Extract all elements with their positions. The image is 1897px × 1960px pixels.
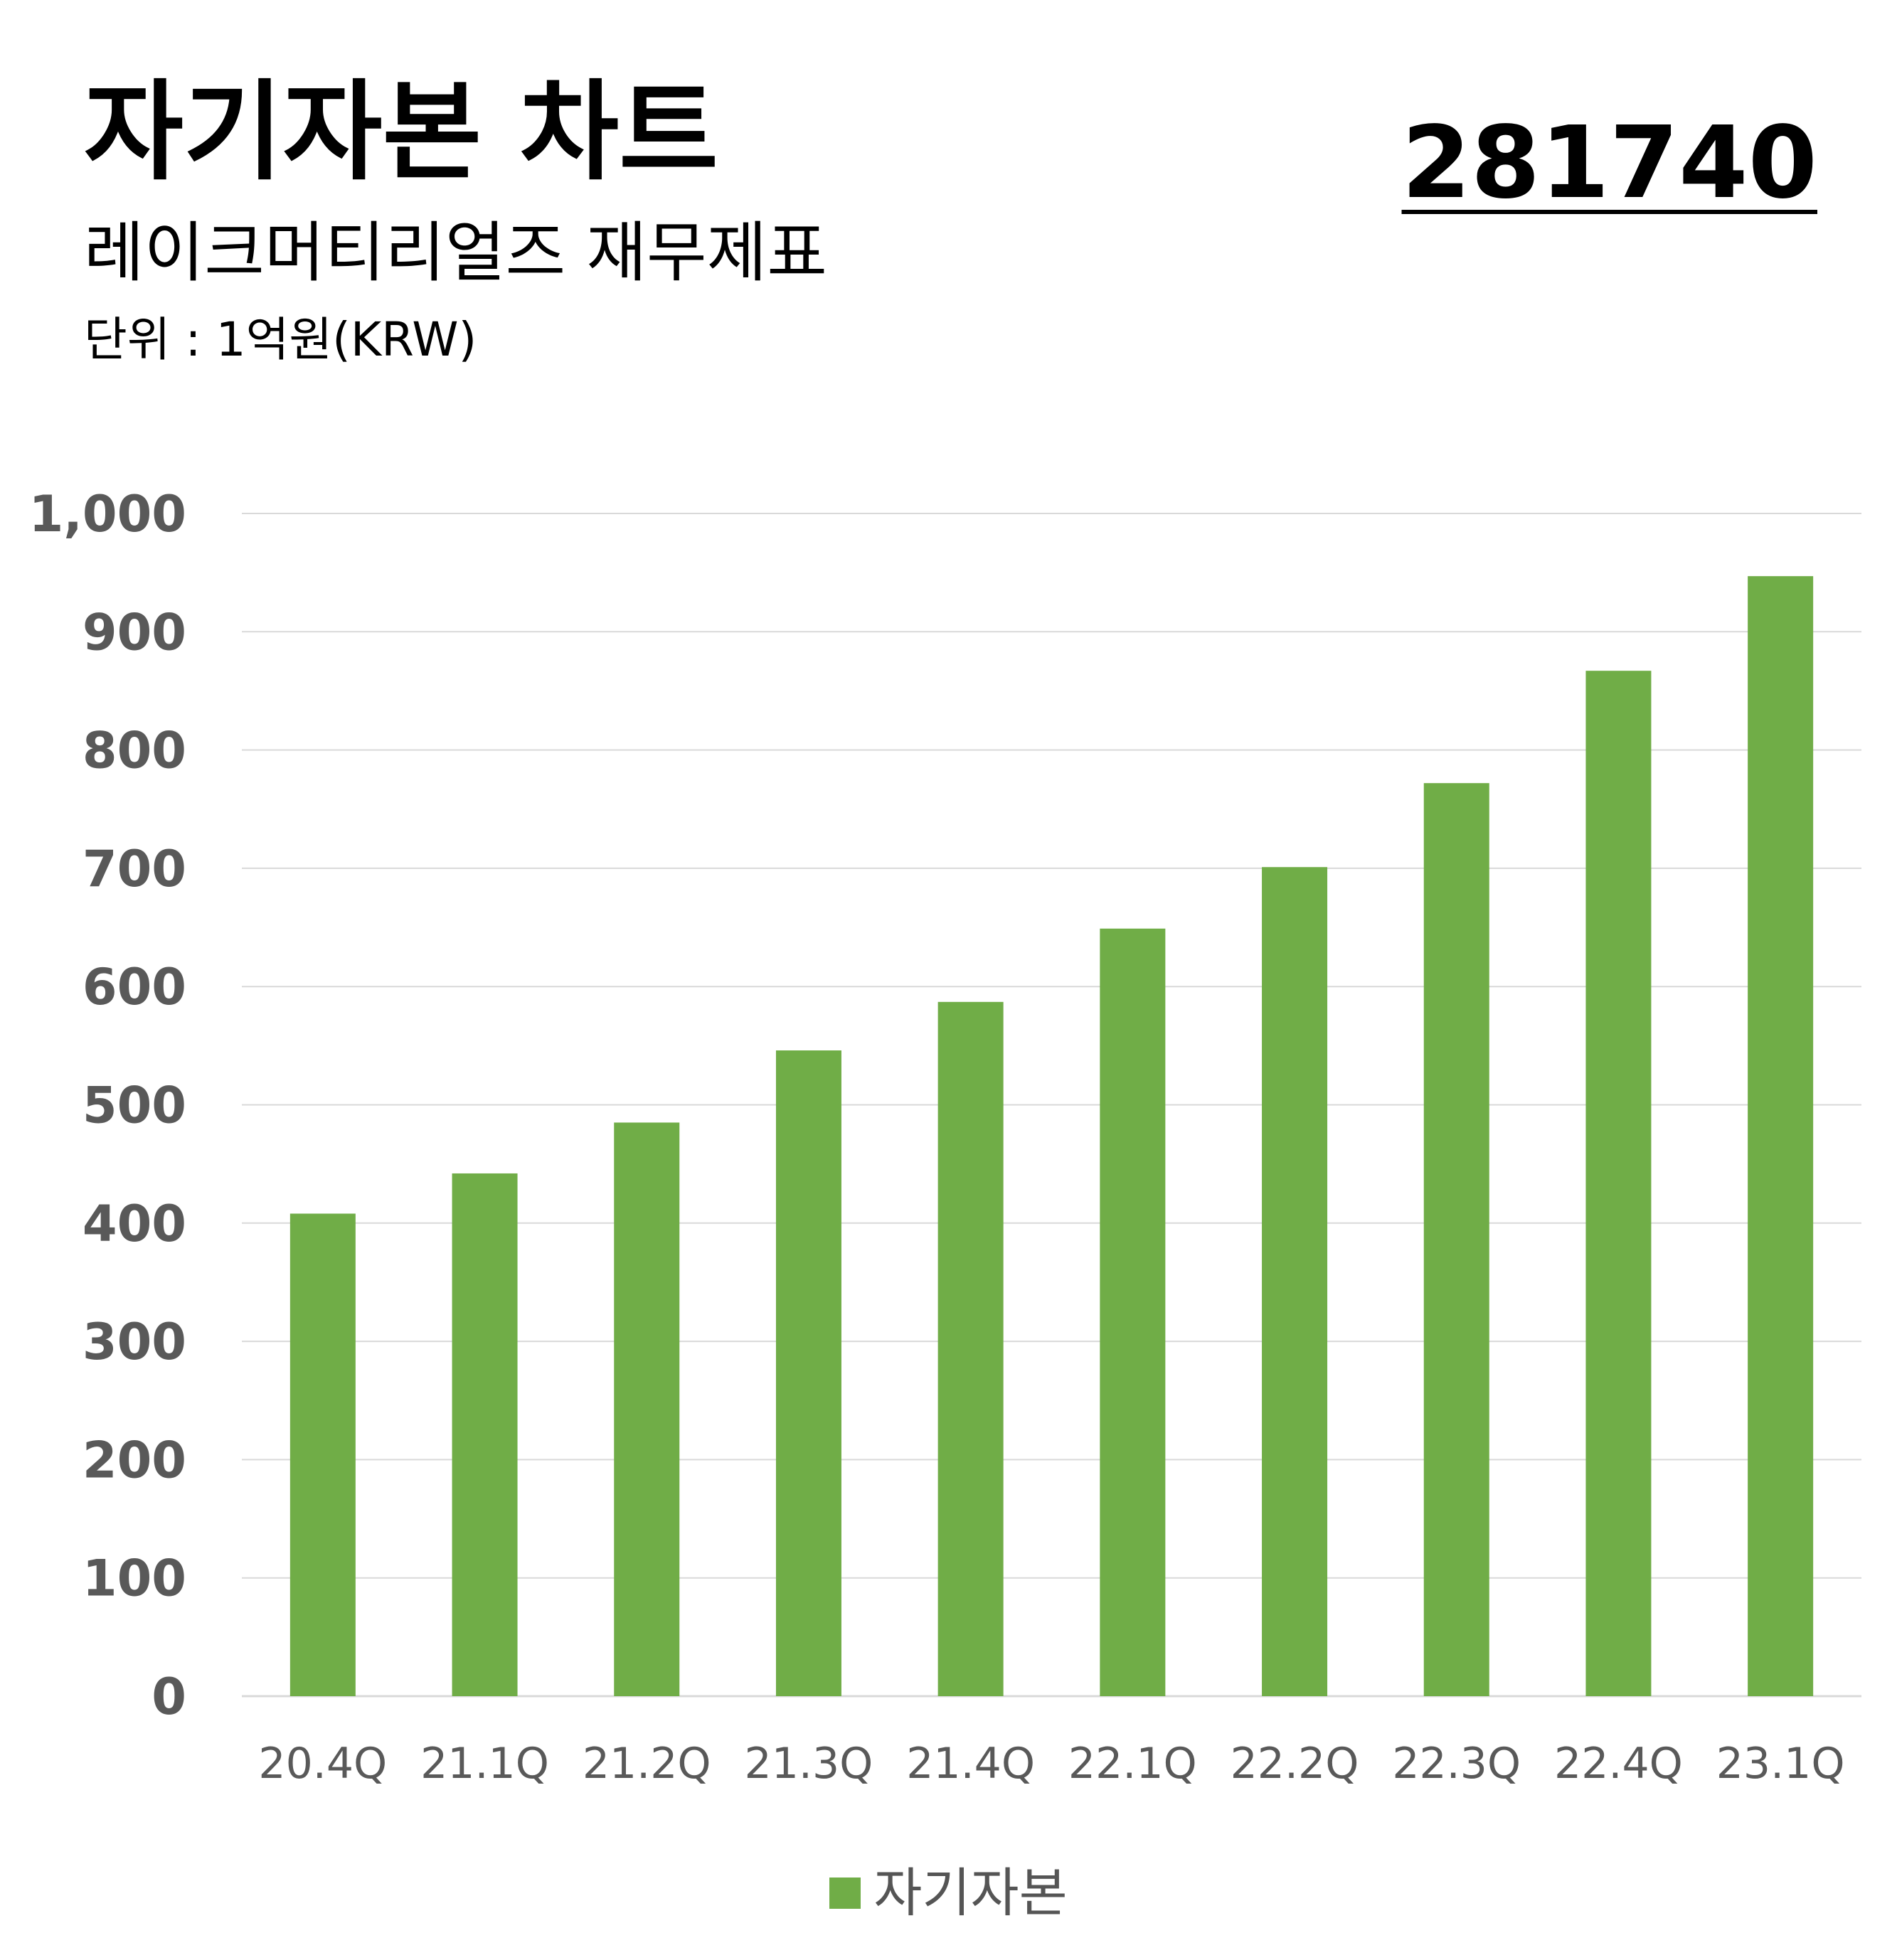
bar xyxy=(614,1122,680,1696)
y-axis-ticks: 0 100 200 300 400 500 600 700 800 900 1,000 xyxy=(29,485,186,1726)
chart-subtitle: 레이크머티리얼즈 재무제표 xyxy=(84,215,827,291)
y-tick-label: 800 xyxy=(83,722,186,780)
y-tick-label: 100 xyxy=(83,1550,186,1608)
bar xyxy=(1585,671,1652,1697)
y-tick-label: 1,000 xyxy=(29,485,186,543)
bar xyxy=(289,1213,356,1696)
legend-swatch xyxy=(829,1878,861,1909)
legend: 자기자본 xyxy=(0,1867,1897,1919)
bar xyxy=(1423,783,1489,1696)
unit-label: 단위 : 1억원(KRW) xyxy=(84,312,477,367)
x-tick-label: 20.4Q xyxy=(258,1739,387,1789)
x-axis-ticks: 20.4Q 21.1Q 21.2Q 21.3Q 21.4Q 22.1Q 22.2Q 22.3Q… xyxy=(258,1739,1844,1789)
x-tick-label: 22.3Q xyxy=(1392,1739,1521,1789)
x-tick-label: 21.4Q xyxy=(906,1739,1035,1789)
bar xyxy=(1262,867,1328,1696)
bar xyxy=(775,1050,841,1696)
x-tick-label: 22.2Q xyxy=(1231,1739,1359,1789)
x-tick-label: 21.3Q xyxy=(745,1739,873,1789)
legend-label: 자기자본 xyxy=(873,1863,1068,1924)
x-tick-label: 21.1Q xyxy=(420,1739,549,1789)
stock-code: 281740 xyxy=(1401,105,1817,221)
x-tick-label: 23.1Q xyxy=(1716,1739,1845,1789)
y-tick-label: 700 xyxy=(83,840,186,898)
y-tick-label: 300 xyxy=(83,1313,186,1371)
bar xyxy=(452,1173,518,1696)
bar xyxy=(1100,928,1166,1696)
y-tick-label: 0 xyxy=(152,1668,186,1726)
x-tick-label: 22.1Q xyxy=(1068,1739,1197,1789)
y-tick-label: 900 xyxy=(83,603,186,661)
bar xyxy=(1748,576,1814,1697)
y-tick-label: 500 xyxy=(83,1077,186,1135)
x-tick-label: 22.4Q xyxy=(1554,1739,1683,1789)
bar xyxy=(937,1001,1004,1696)
y-tick-label: 200 xyxy=(83,1431,186,1489)
y-tick-label: 400 xyxy=(83,1195,186,1253)
y-tick-label: 600 xyxy=(83,958,186,1016)
x-tick-label: 21.2Q xyxy=(583,1739,711,1789)
chart-title: 자기자본 차트 xyxy=(84,69,718,195)
bars xyxy=(289,576,1814,1697)
